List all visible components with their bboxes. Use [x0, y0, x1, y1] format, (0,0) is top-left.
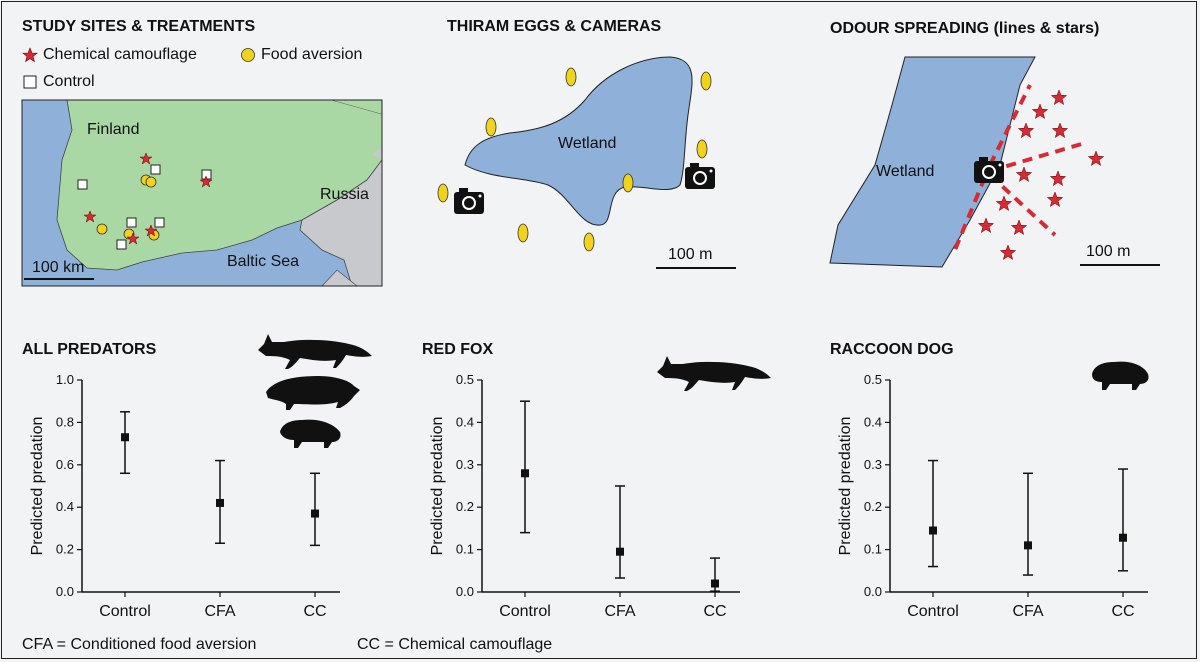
- white-square-icon: [23, 75, 37, 89]
- data-point: [1024, 541, 1032, 550]
- raccoon-dog-silhouette-icon: [280, 419, 341, 448]
- y-tick-label: 0.2: [456, 499, 474, 514]
- data-point: [1119, 533, 1127, 542]
- eggs-title: THIRAM EGGS & CAMERAS: [447, 18, 662, 35]
- y-tick-label: 0.6: [56, 457, 74, 472]
- study-sites-map: Finland Russia Baltic Sea 100 km: [21, 99, 383, 287]
- y-axis-label: Predicted predation: [429, 417, 446, 556]
- legend-food-aversion: Food aversion: [240, 46, 362, 64]
- y-axis-label: Predicted predation: [837, 417, 854, 556]
- x-tick-label: CFA: [204, 603, 235, 620]
- data-point: [929, 526, 937, 535]
- x-tick-label: CC: [703, 603, 726, 620]
- eggs-scale-label: 100 m: [668, 246, 712, 263]
- odour-scale-label: 100 m: [1086, 243, 1130, 260]
- data-point: [216, 498, 224, 507]
- legend-chemical-camouflage: Chemical camouflage: [22, 46, 197, 64]
- x-tick-label: CC: [1111, 603, 1134, 620]
- x-tick-label: CFA: [604, 603, 635, 620]
- x-tick-label: Control: [99, 603, 151, 620]
- data-point: [311, 509, 319, 518]
- sites-title: STUDY SITES & TREATMENTS: [22, 18, 256, 35]
- y-tick-label: 0.0: [456, 584, 474, 599]
- y-tick-label: 0.2: [56, 542, 74, 557]
- odour-title: ODOUR SPREADING (lines & stars): [830, 20, 1100, 37]
- map-label-sea: Baltic Sea: [227, 253, 299, 270]
- badger-silhouette-icon: [266, 376, 360, 410]
- eggs-cameras-diagram: Wetland 100 m: [437, 56, 736, 269]
- odour-stars: [977, 89, 1105, 261]
- y-tick-label: 0.4: [864, 414, 882, 429]
- data-point: [616, 547, 624, 556]
- odour-star: [1050, 89, 1068, 106]
- odour-star: [1051, 122, 1069, 139]
- y-tick-label: 0.2: [864, 499, 882, 514]
- fox-silhouette-icon: [258, 334, 372, 369]
- data-point: [121, 433, 129, 442]
- y-tick-label: 0.0: [864, 584, 882, 599]
- odour-star: [995, 195, 1013, 212]
- y-axis-label: Predicted predation: [29, 417, 46, 556]
- chart-all-predators: 0.0 0.2 0.4 0.6 0.8 1.0 Predicted predation Con…: [29, 372, 340, 620]
- yellow-circle-icon: [241, 48, 255, 62]
- y-tick-label: 0.5: [864, 372, 882, 387]
- legend-label: Food aversion: [261, 46, 363, 63]
- x-tick-label: CC: [303, 603, 326, 620]
- legend-label: Control: [43, 73, 95, 90]
- chart-red-fox: 0.0 0.1 0.2 0.3 0.4 0.5 Predicted predation Con…: [429, 372, 740, 620]
- y-tick-label: 0.8: [56, 414, 74, 429]
- data-point: [521, 469, 529, 478]
- odour-star: [1010, 219, 1028, 236]
- y-tick-label: 0.1: [864, 542, 882, 557]
- control-sites: [77, 164, 212, 250]
- camera-icon: [685, 163, 715, 189]
- chart-title-raccoon-dog: RACCOON DOG: [830, 341, 954, 358]
- map-scale-label: 100 km: [32, 259, 84, 276]
- y-tick-label: 0.3: [456, 457, 474, 472]
- footnote-cc: CC = Chemical camouflage: [357, 636, 553, 653]
- legend-control: Control: [22, 73, 95, 91]
- y-tick-label: 0.5: [456, 372, 474, 387]
- red-star-icon: [22, 47, 38, 63]
- x-tick-label: Control: [907, 603, 959, 620]
- x-tick-label: CFA: [1012, 603, 1043, 620]
- chemical-camouflage-sites: [83, 152, 213, 245]
- odour-star: [1017, 122, 1035, 139]
- y-tick-label: 0.3: [864, 457, 882, 472]
- odour-lines: [953, 84, 1086, 251]
- x-tick-label: Control: [499, 603, 551, 620]
- odour-wetland-label: Wetland: [876, 163, 934, 180]
- map-label-finland: Finland: [87, 121, 139, 138]
- camera-icon: [974, 157, 1004, 183]
- legend-label: Chemical camouflage: [43, 46, 197, 63]
- map-label-russia: Russia: [320, 186, 369, 203]
- y-tick-label: 0.4: [56, 499, 74, 514]
- footnote-cfa: CFA = Conditioned food aversion: [22, 636, 257, 653]
- raccoon-dog-silhouette-icon: [1092, 361, 1149, 390]
- odour-star: [1049, 170, 1067, 187]
- odour-star: [1046, 191, 1064, 208]
- odour-star: [977, 217, 995, 234]
- odour-star: [1015, 166, 1033, 183]
- chart-title-red-fox: RED FOX: [422, 341, 494, 358]
- odour-star: [1031, 103, 1049, 120]
- thiram-eggs: [437, 67, 712, 252]
- y-tick-label: 0.1: [456, 542, 474, 557]
- chart-title-all-predators: ALL PREDATORS: [22, 341, 157, 358]
- eggs-wetland-label: Wetland: [558, 135, 616, 152]
- odour-star: [999, 244, 1017, 261]
- y-tick-label: 0.0: [56, 584, 74, 599]
- camera-icon: [454, 188, 484, 214]
- chart-raccoon-dog: 0.0 0.1 0.2 0.3 0.4 0.5 Predicted predation Con…: [837, 372, 1148, 620]
- odour-spreading-diagram: Wetland 100 m: [829, 56, 1160, 268]
- y-tick-label: 1.0: [56, 372, 74, 387]
- predator-silhouettes: [258, 334, 372, 448]
- fox-silhouette-icon: [657, 356, 771, 391]
- data-point: [711, 579, 719, 588]
- y-tick-label: 0.4: [456, 414, 474, 429]
- odour-star: [1087, 150, 1105, 167]
